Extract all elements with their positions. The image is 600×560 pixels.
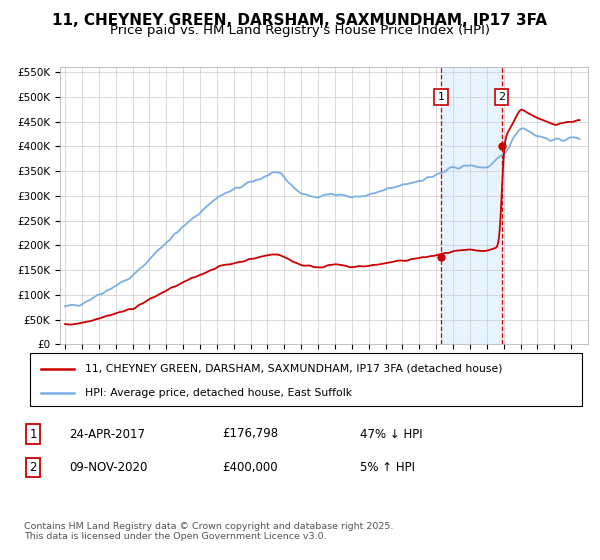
Text: 1: 1 xyxy=(29,427,37,441)
Text: HPI: Average price, detached house, East Suffolk: HPI: Average price, detached house, East… xyxy=(85,388,352,398)
Text: £400,000: £400,000 xyxy=(222,461,278,474)
Text: 09-NOV-2020: 09-NOV-2020 xyxy=(69,461,148,474)
Text: Price paid vs. HM Land Registry's House Price Index (HPI): Price paid vs. HM Land Registry's House … xyxy=(110,24,490,37)
Text: 5% ↑ HPI: 5% ↑ HPI xyxy=(360,461,415,474)
Text: £176,798: £176,798 xyxy=(222,427,278,441)
Bar xyxy=(441,67,502,344)
Text: 11, CHEYNEY GREEN, DARSHAM, SAXMUNDHAM, IP17 3FA (detached house): 11, CHEYNEY GREEN, DARSHAM, SAXMUNDHAM, … xyxy=(85,364,503,374)
Text: 47% ↓ HPI: 47% ↓ HPI xyxy=(360,427,422,441)
Text: Contains HM Land Registry data © Crown copyright and database right 2025.
This d: Contains HM Land Registry data © Crown c… xyxy=(24,522,394,542)
FancyBboxPatch shape xyxy=(30,353,582,406)
Text: 11, CHEYNEY GREEN, DARSHAM, SAXMUNDHAM, IP17 3FA: 11, CHEYNEY GREEN, DARSHAM, SAXMUNDHAM, … xyxy=(53,13,548,28)
Text: 2: 2 xyxy=(498,92,505,102)
Text: 2: 2 xyxy=(29,461,37,474)
Text: 24-APR-2017: 24-APR-2017 xyxy=(69,427,145,441)
Text: 1: 1 xyxy=(437,92,445,102)
